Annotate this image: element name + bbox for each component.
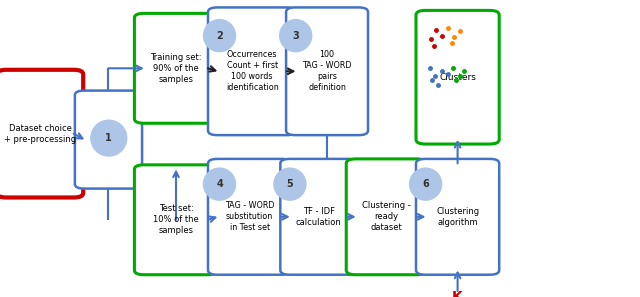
Text: TF - IDF
calculation: TF - IDF calculation — [296, 207, 342, 227]
Ellipse shape — [410, 168, 442, 200]
Text: 1: 1 — [106, 133, 112, 143]
Ellipse shape — [91, 120, 127, 156]
Text: Clustering -
ready
dataset: Clustering - ready dataset — [362, 201, 411, 233]
Text: Dataset choice
+ pre-processing: Dataset choice + pre-processing — [4, 124, 76, 144]
Text: 100
TAG - WORD
pairs
definition: 100 TAG - WORD pairs definition — [302, 50, 352, 92]
Text: 6: 6 — [422, 179, 429, 189]
Text: 4: 4 — [216, 179, 223, 189]
Ellipse shape — [204, 20, 236, 52]
FancyBboxPatch shape — [208, 159, 291, 275]
FancyBboxPatch shape — [134, 165, 218, 275]
FancyBboxPatch shape — [134, 13, 218, 123]
Text: 3: 3 — [292, 31, 299, 41]
Text: K: K — [452, 290, 463, 297]
Ellipse shape — [280, 20, 312, 52]
Ellipse shape — [274, 168, 306, 200]
FancyBboxPatch shape — [416, 10, 499, 144]
Text: Test set:
10% of the
samples: Test set: 10% of the samples — [153, 204, 199, 236]
FancyBboxPatch shape — [208, 7, 296, 135]
FancyBboxPatch shape — [280, 159, 357, 275]
Text: Dataset
split: Dataset split — [91, 129, 126, 150]
FancyBboxPatch shape — [416, 159, 499, 275]
Text: 2: 2 — [216, 31, 223, 41]
Text: Training set:
90% of the
samples: Training set: 90% of the samples — [150, 53, 202, 84]
Text: 5: 5 — [287, 179, 293, 189]
Text: Clustering
algorithm: Clustering algorithm — [436, 207, 479, 227]
Text: Occurrences
Count + first
100 words
identification: Occurrences Count + first 100 words iden… — [226, 50, 278, 92]
Ellipse shape — [204, 168, 236, 200]
Text: TAG - WORD
substitution
in Test set: TAG - WORD substitution in Test set — [225, 201, 275, 233]
FancyBboxPatch shape — [75, 91, 142, 189]
FancyBboxPatch shape — [346, 159, 426, 275]
FancyBboxPatch shape — [0, 70, 83, 198]
Text: Clusters: Clusters — [439, 73, 476, 82]
FancyBboxPatch shape — [286, 7, 368, 135]
